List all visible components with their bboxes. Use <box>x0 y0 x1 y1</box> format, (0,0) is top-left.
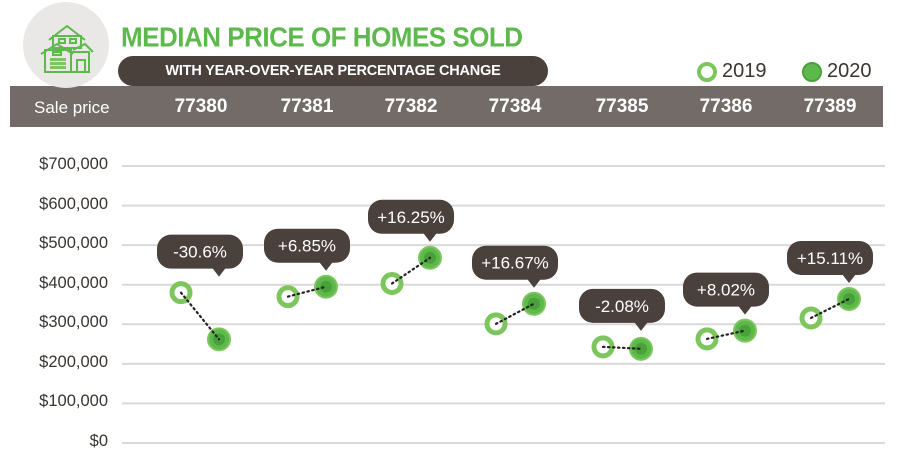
annotation-label: +6.85% <box>278 237 336 256</box>
category-label: 77389 <box>803 96 857 117</box>
annotation-bubble <box>472 245 558 280</box>
category-group-77384: +16.67% <box>472 245 558 336</box>
category-label: 77385 <box>595 96 649 117</box>
annotation-label: +8.02% <box>697 281 755 300</box>
annotation-label: +16.67% <box>481 254 549 273</box>
category-label: 77382 <box>384 96 438 117</box>
annotation-pointer <box>842 273 856 283</box>
legend-item-2019: 2019 <box>697 60 767 83</box>
row-label: Sale price <box>34 98 110 117</box>
point-2020-core <box>528 297 540 310</box>
category-group-77385: -2.08% <box>579 288 665 361</box>
legend-filled-circle-icon <box>802 61 822 82</box>
change-connector <box>705 329 747 341</box>
annotation-pointer <box>212 267 226 277</box>
y-tick-label: $0 <box>89 432 108 450</box>
annotation-bubble <box>787 240 873 275</box>
category-group-77389: +15.11% <box>787 240 873 330</box>
legend-item-2020: 2020 <box>802 60 872 83</box>
annotation-bubble <box>683 272 769 307</box>
house-icon-badge <box>23 2 109 88</box>
y-tick-label: $600,000 <box>39 194 108 213</box>
annotation-label: -2.08% <box>595 297 649 316</box>
y-tick-label: $200,000 <box>39 352 108 371</box>
category-group-77380: -30.6% <box>157 234 243 352</box>
change-connector <box>601 345 643 350</box>
category-label: 77381 <box>280 96 334 117</box>
chart-title: MEDIAN PRICE OF HOMES SOLD <box>121 21 523 53</box>
change-connector <box>286 285 328 298</box>
annotation-label: +15.11% <box>797 249 863 268</box>
category-label: 77386 <box>699 96 753 117</box>
annotation-label: +16.25% <box>377 208 445 227</box>
point-2020-core <box>320 280 332 293</box>
annotation-pointer <box>423 232 437 242</box>
chart-subtitle: WITH YEAR-OVER-YEAR PERCENTAGE CHANGE <box>118 56 548 86</box>
change-connector <box>390 256 432 285</box>
category-group-77382: +16.25% <box>368 199 454 296</box>
y-tick-label: $100,000 <box>39 392 108 411</box>
annotation-pointer <box>634 321 648 331</box>
annotation-label: -30.6% <box>173 243 227 262</box>
y-tick-label: $700,000 <box>39 155 108 173</box>
category-label: 77380 <box>174 96 228 117</box>
y-tick-label: $300,000 <box>39 313 108 332</box>
annotation-pointer <box>738 305 752 315</box>
legend-hollow-circle-icon <box>697 61 717 82</box>
category-group-77381: +6.85% <box>264 228 350 309</box>
annotation-bubble <box>368 199 454 234</box>
point-2020-core <box>739 324 751 337</box>
legend-label: 2020 <box>827 60 872 82</box>
house-icon <box>40 24 94 73</box>
annotation-pointer <box>319 261 333 271</box>
category-header-bar: Sale price 77380 77381 77382 77384 77385… <box>10 86 883 127</box>
change-connector <box>809 297 851 320</box>
y-tick-label: $500,000 <box>39 234 108 253</box>
annotation-bubble <box>157 234 243 269</box>
y-tick-label: $400,000 <box>39 273 108 292</box>
change-connector <box>179 291 221 341</box>
category-label: 77384 <box>488 96 542 117</box>
annotation-bubble <box>264 228 350 263</box>
annotation-pointer <box>527 278 541 288</box>
category-group-77386: +8.02% <box>683 272 769 351</box>
point-2020-core <box>635 342 647 355</box>
legend-label: 2019 <box>722 60 767 82</box>
annotation-bubble <box>579 288 665 323</box>
change-connector <box>494 302 536 325</box>
